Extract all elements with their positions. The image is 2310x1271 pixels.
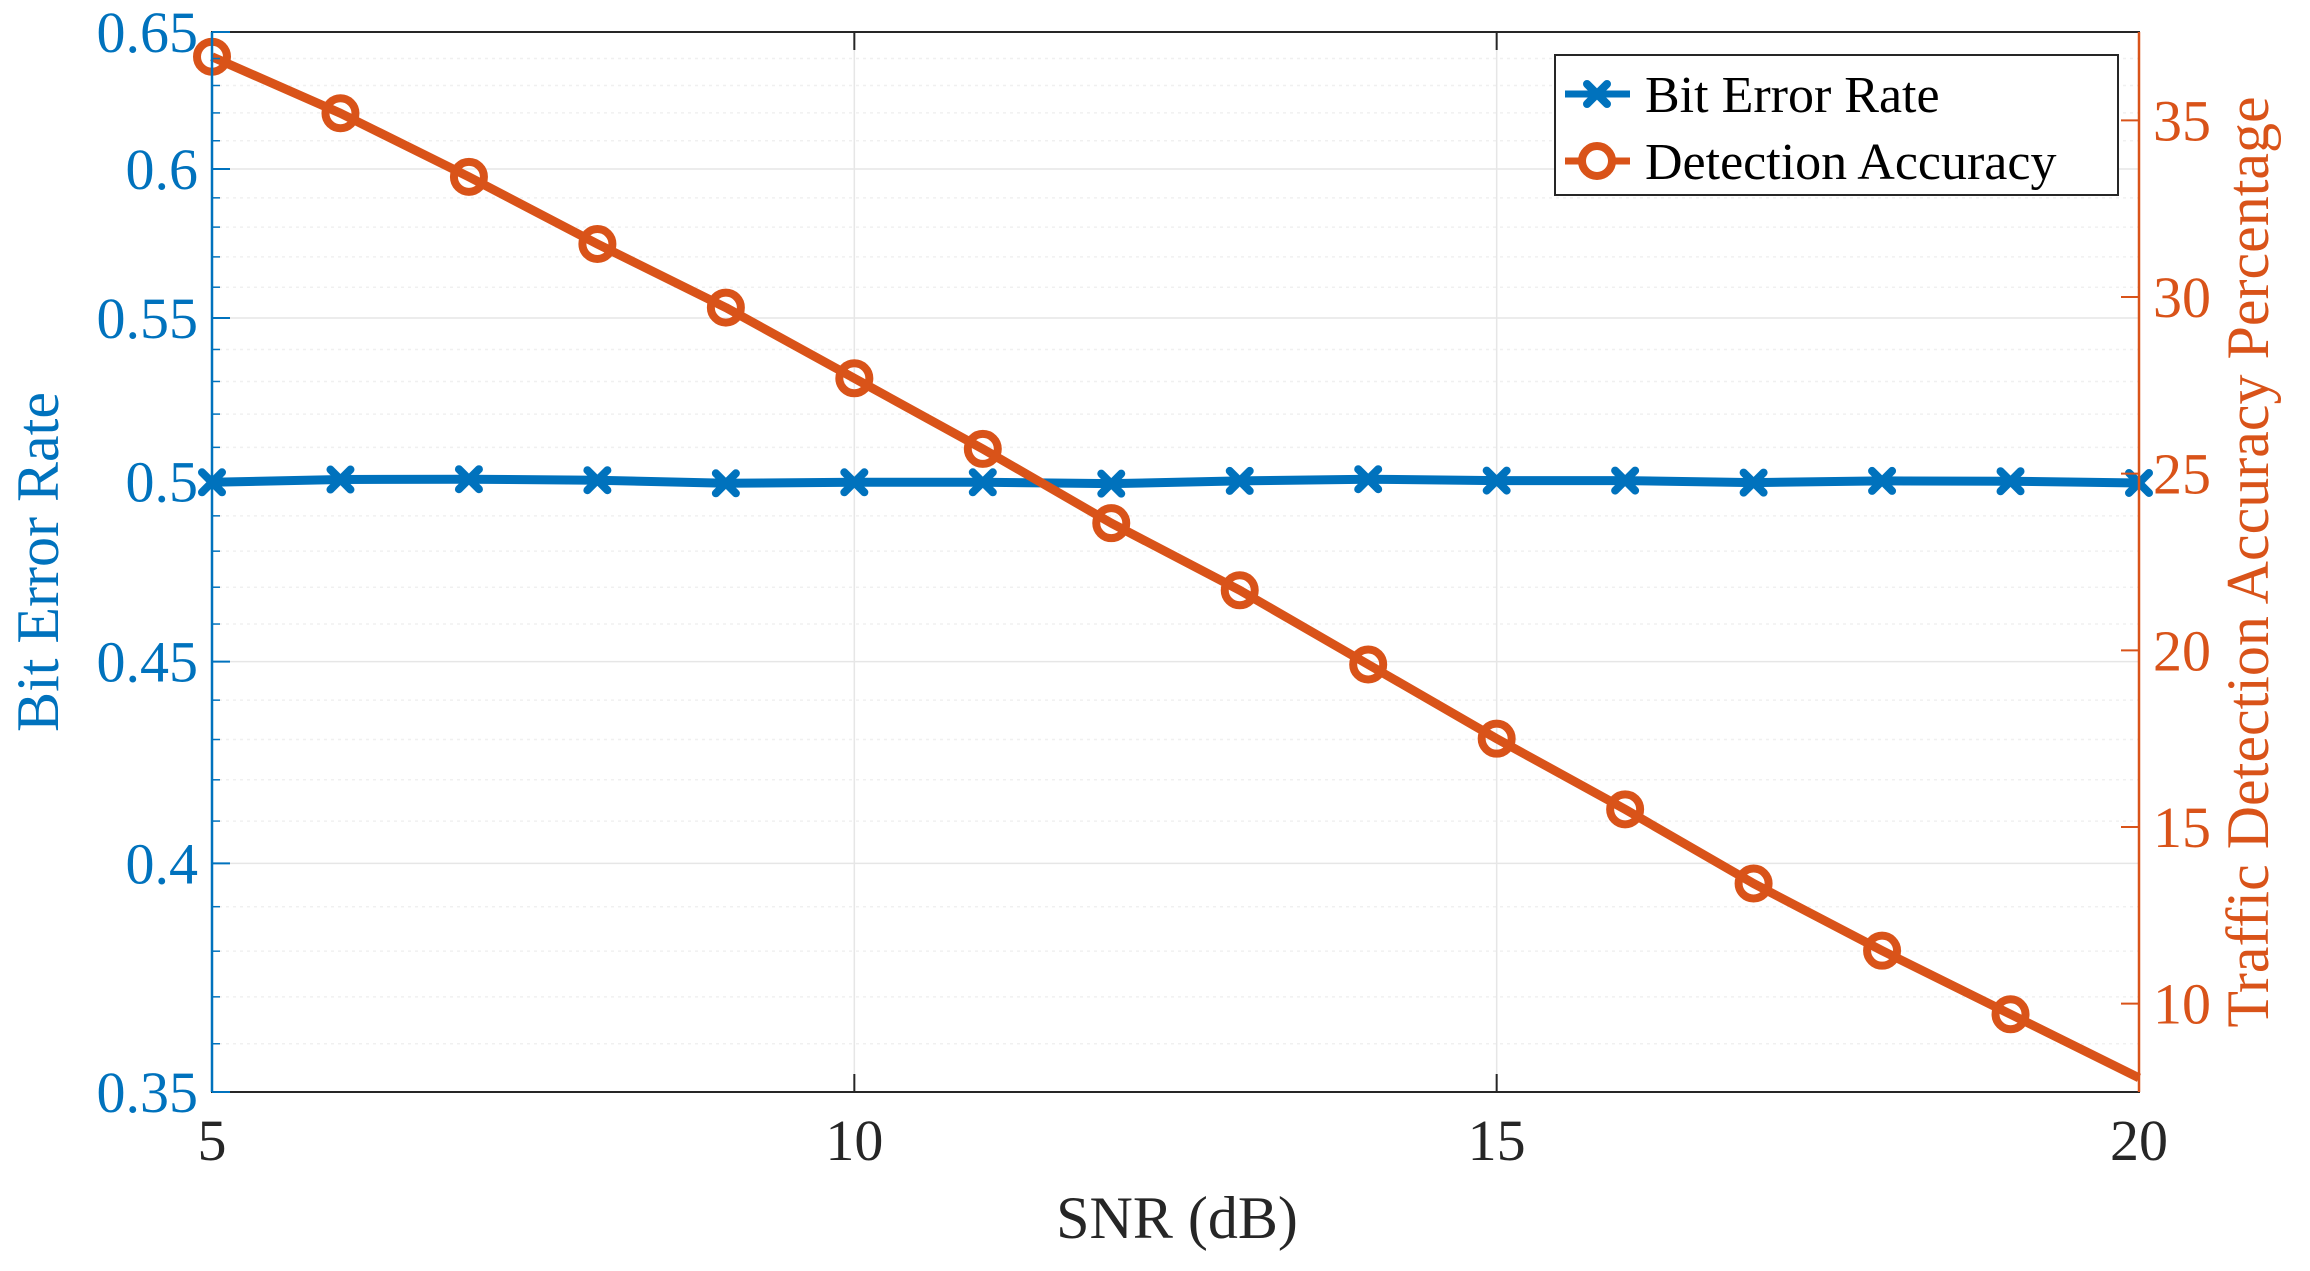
right-y-tick-label: 15 [2153, 795, 2211, 860]
data-point-ber [1739, 468, 1768, 497]
legend-marker-ber-stroke [1583, 80, 1611, 108]
right-y-tick-label: 20 [2153, 618, 2211, 683]
x-tick-label: 5 [198, 1108, 227, 1173]
right-y-tick-label: 35 [2153, 88, 2211, 153]
left-y-axis-label: Bit Error Rate [5, 392, 71, 732]
right-y-tick-label: 10 [2153, 972, 2211, 1037]
axis-labels: SNR (dB) Bit Error Rate Traffic Detectio… [5, 96, 2281, 1251]
left-y-tick-label: 0.6 [126, 137, 199, 202]
left-y-tick-label: 0.55 [97, 286, 199, 351]
data-point-ber [1996, 467, 2025, 496]
legend: Bit Error Rate Detection Accuracy [1554, 54, 2119, 196]
data-point-ber [1482, 466, 1511, 495]
legend-label-ber: Bit Error Rate [1645, 67, 1940, 124]
series-line-ber [211, 474, 2140, 489]
axis-ticks: 5 10 15 20 0.35 0.4 0.45 0.5 0.55 0.6 0.65 10 15 20 25… [97, 0, 2212, 1173]
data-point-ber [326, 465, 355, 494]
x-axis-label: SNR (dB) [1056, 1185, 1298, 1251]
data-point-accuracy [706, 288, 745, 327]
series-line-accuracy [210, 52, 2141, 1082]
x-tick-label: 20 [2110, 1108, 2168, 1173]
data-point-ber [583, 466, 612, 495]
data-point-accuracy [1349, 645, 1388, 684]
legend-box [1554, 54, 2119, 196]
left-y-tick-label: 0.65 [97, 0, 199, 65]
legend-label-accuracy: Detection Accuracy [1645, 134, 2056, 191]
right-y-axis-label: Traffic Detection Accuracy Percentage [2215, 96, 2281, 1027]
legend-marker-ber [1583, 80, 1611, 108]
data-point-ber [1611, 466, 1640, 495]
data-point-ber [840, 468, 869, 497]
data-point-accuracy [963, 429, 1002, 468]
data-point-accuracy [1734, 864, 1773, 903]
data-point-accuracy [835, 359, 874, 398]
left-y-tick-label: 0.4 [126, 831, 199, 896]
data-point-ber [1868, 466, 1897, 495]
data-point-accuracy [1991, 995, 2030, 1034]
data-point-ber [1097, 469, 1126, 498]
left-y-tick-label: 0.5 [126, 449, 199, 514]
data-point-accuracy [1477, 719, 1516, 758]
data-point-accuracy [1092, 504, 1131, 543]
right-y-tick-label: 25 [2153, 442, 2211, 507]
data-point-accuracy [1220, 571, 1259, 610]
data-point-accuracy [578, 225, 617, 263]
x-tick-label: 10 [825, 1108, 883, 1173]
right-y-tick-label: 30 [2153, 265, 2211, 330]
left-y-tick-label: 0.35 [97, 1060, 199, 1125]
data-point-accuracy [1863, 931, 1902, 970]
legend-marker-accuracy [1578, 142, 1616, 180]
data-point-accuracy [321, 94, 360, 133]
left-y-tick-label: 0.45 [97, 630, 199, 695]
data-point-ber [968, 468, 997, 497]
data-point-accuracy [1606, 790, 1645, 829]
data-point-accuracy [449, 157, 488, 196]
legend-marker-accuracy-circle [1578, 142, 1616, 180]
x-tick-label: 15 [1468, 1108, 1526, 1173]
data-point-ber [1354, 465, 1383, 494]
data-point-ber [1225, 466, 1254, 495]
data-point-ber [711, 469, 740, 498]
data-point-ber [454, 465, 483, 494]
